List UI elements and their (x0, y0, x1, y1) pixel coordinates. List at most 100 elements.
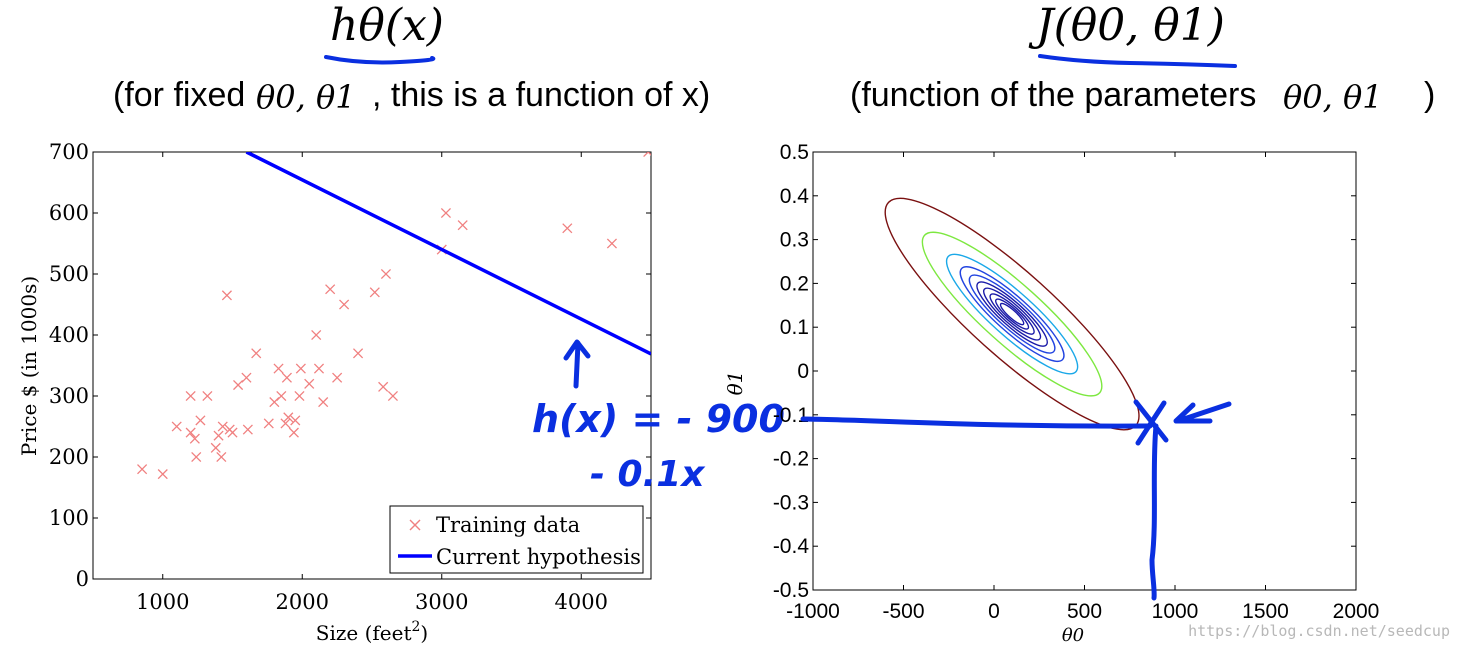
formula-underline-right (1038, 54, 1237, 68)
left-y-tick-label: 0 (76, 567, 89, 591)
training-point (273, 363, 284, 374)
training-point (318, 397, 329, 408)
contour-level (968, 274, 1056, 354)
right-y-tick-label: -0.4 (773, 535, 810, 558)
training-point (288, 427, 299, 438)
training-point (185, 427, 196, 438)
contour-level (945, 253, 1079, 375)
contour-level (983, 287, 1042, 341)
handwritten-x-mark (1133, 399, 1169, 446)
left-x-tick-label: 2000 (276, 590, 329, 614)
right-chart: -1000 -500 0 500 1000 1500 2000 -0.5 -0.4 -0.3 -0.… (723, 141, 1379, 646)
hypothesis-formula: hθ(x) (330, 0, 444, 51)
training-point (457, 220, 468, 231)
contour-level (995, 298, 1030, 330)
left-subtitle-pre: (for fixed (113, 76, 245, 114)
training-point (313, 363, 325, 374)
handwritten-point-marker (800, 399, 1232, 601)
training-point (213, 430, 224, 441)
training-point (378, 381, 389, 392)
handwritten-vertical-line (1149, 423, 1159, 601)
training-point (369, 287, 380, 298)
training-point (221, 290, 232, 301)
left-legend: Training data Current hypothesis (389, 505, 644, 574)
right-y-tick-label: -0.3 (773, 491, 809, 514)
training-point (202, 390, 213, 402)
legend-marker-training (409, 519, 421, 531)
training-point (440, 207, 451, 219)
training-point (276, 390, 287, 402)
right-x-tick-label: 2000 (1333, 600, 1380, 623)
right-y-tick-label: -0.5 (773, 579, 809, 602)
training-point (352, 348, 364, 359)
training-point (216, 451, 227, 463)
left-subtitle-params: θ0, θ1 (256, 78, 356, 116)
right-y-tick-label: 0.5 (780, 141, 809, 164)
left-x-tick-label: 3000 (415, 590, 468, 614)
left-y-label: Price $ (in 1000s) (17, 276, 41, 456)
right-x-tick-label: 1000 (1152, 600, 1199, 623)
training-point (304, 378, 315, 389)
right-x-tick-label: -1000 (786, 600, 840, 623)
handwritten-horizontal-line (800, 416, 1153, 429)
right-y-tick-label: -0.2 (773, 448, 809, 471)
right-x-tick-label: -500 (882, 600, 924, 623)
legend-label-training: Training data (436, 513, 580, 537)
training-point (339, 299, 350, 310)
right-y-tick-label: -0.1 (773, 404, 809, 427)
right-heading: J(θ0, θ1) (function of the parameters θ0… (850, 0, 1435, 116)
handwritten-equation-line2: - 0.1x (590, 454, 706, 495)
right-plot-frame (812, 151, 1357, 591)
left-y-tick-label: 500 (49, 262, 89, 286)
training-point (283, 412, 294, 423)
right-x-tick-label: 1500 (1242, 600, 1289, 623)
training-point (263, 418, 274, 429)
training-point (241, 372, 252, 383)
contour-level (999, 302, 1025, 326)
left-x-tick-label: 4000 (555, 590, 608, 614)
training-point (185, 390, 196, 402)
left-chart: 1000 2000 3000 4000 0 100 200 300 400 500 600 700 P… (17, 140, 652, 645)
training-point (210, 442, 221, 453)
right-y-tick-label: 0.4 (780, 185, 810, 208)
right-x-tick-label: 500 (1067, 600, 1102, 623)
formula-underline-left (324, 55, 436, 65)
contour-level (959, 266, 1065, 362)
training-point (387, 390, 398, 402)
legend-label-hypothesis: Current hypothesis (436, 545, 641, 569)
legend-box (389, 505, 644, 574)
cost-contours (884, 197, 1140, 431)
training-point (280, 418, 291, 429)
right-x-tick-label: 0 (988, 600, 1000, 623)
training-point (137, 464, 148, 475)
contour-level (976, 281, 1048, 347)
training-point (311, 329, 322, 341)
contour-level (921, 231, 1103, 397)
left-y-tick-label: 700 (49, 140, 89, 164)
right-y-tick-label: 0.2 (780, 272, 809, 295)
left-x-label: Size (feet2) (316, 619, 428, 645)
handwritten-up-arrow (563, 339, 591, 389)
left-heading: hθ(x) (for fixed θ0, θ1 , this is a func… (113, 0, 710, 116)
right-y-tick-label: 0.1 (780, 316, 809, 339)
right-subtitle-params: θ0, θ1 (1283, 78, 1383, 116)
cost-formula: J(θ0, θ1) (1028, 0, 1225, 51)
left-y-tick-label: 200 (49, 445, 89, 469)
training-point (233, 379, 244, 391)
left-y-tick-label: 100 (49, 506, 89, 530)
left-x-tick-label: 1000 (136, 590, 189, 614)
training-point (643, 152, 651, 158)
training-point (251, 348, 262, 359)
training-point (157, 469, 168, 480)
handwritten-equation-line1: h(x) = - 900 (532, 397, 785, 441)
training-point (227, 427, 238, 438)
training-point (281, 372, 292, 383)
training-point (294, 390, 305, 402)
training-point (191, 451, 202, 463)
left-x-label-end: ) (420, 621, 428, 645)
left-y-tick-label: 300 (49, 384, 89, 408)
handwritten-annotation: h(x) = - 900 - 0.1x (532, 339, 785, 495)
training-point (171, 421, 182, 432)
training-point (562, 223, 573, 234)
